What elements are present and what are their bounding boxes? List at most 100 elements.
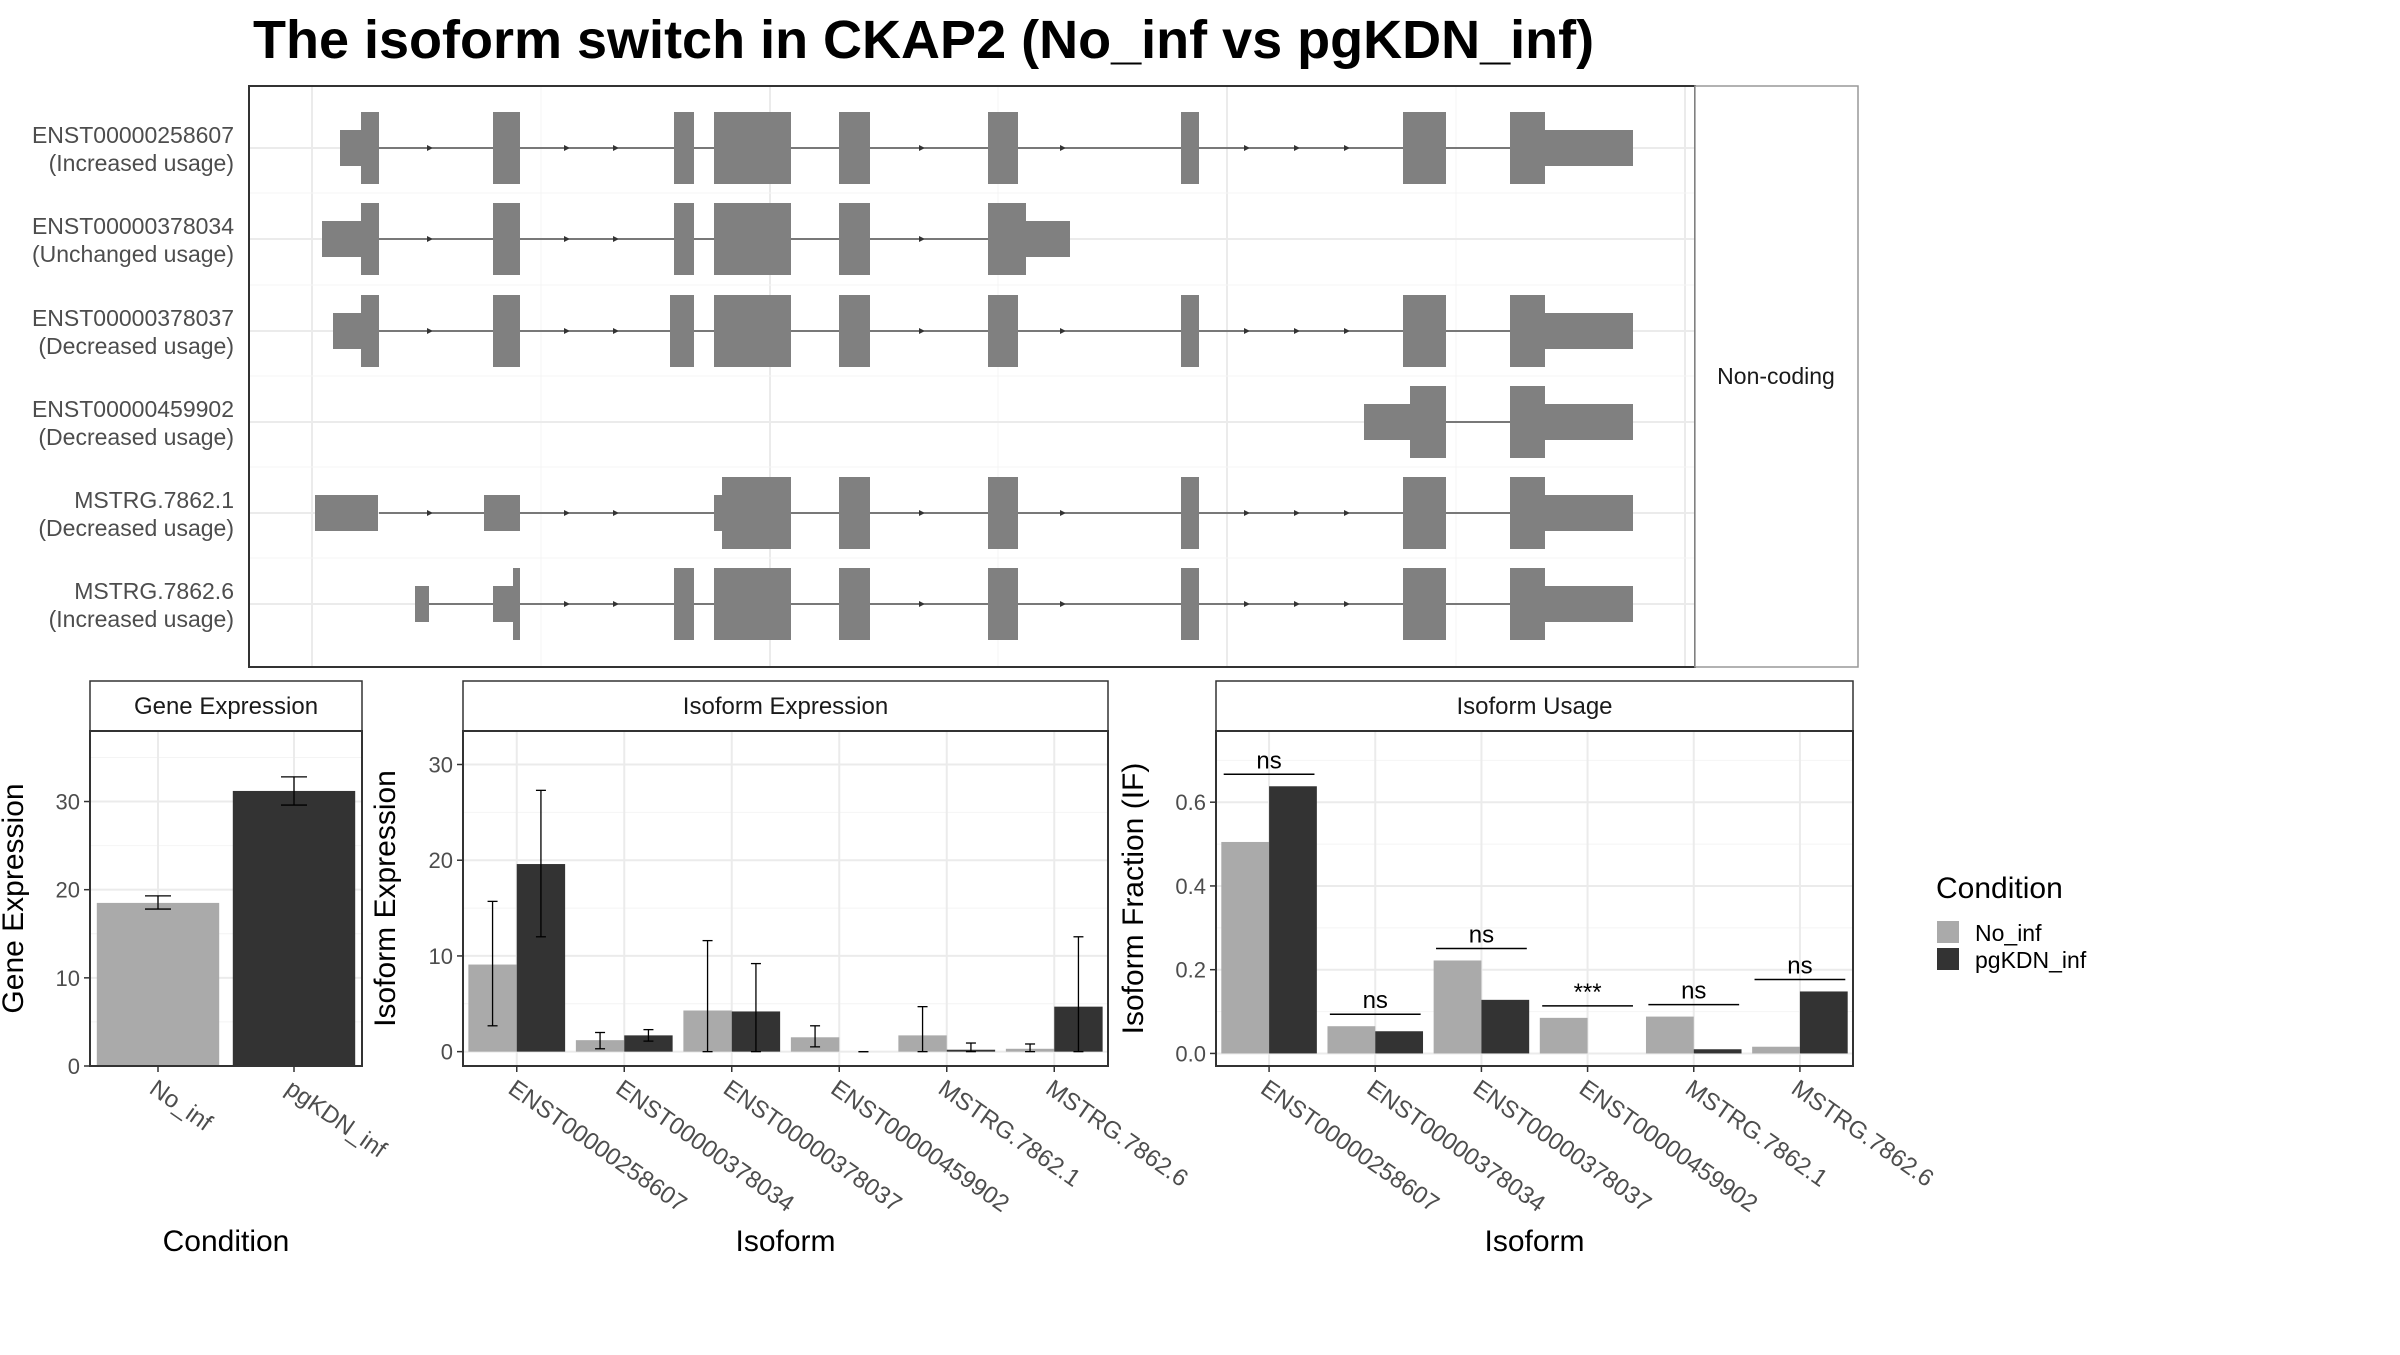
y-tick-label: 0.6 — [1175, 790, 1206, 815]
isoform-status-label: (Unchanged usage) — [32, 241, 234, 267]
y-tick-label: 30 — [56, 790, 80, 815]
isoform-status-label: (Increased usage) — [49, 150, 234, 176]
bar — [1327, 1026, 1376, 1054]
panel-background — [463, 731, 1108, 1066]
intron-arrow — [1244, 145, 1250, 151]
x-tick-label: ENST00000459902 — [826, 1075, 1014, 1218]
panel-background — [1216, 731, 1853, 1066]
intron-arrow — [1294, 145, 1300, 151]
legend-swatch-pgkdn-inf — [1937, 948, 1959, 970]
intron-arrow — [1060, 510, 1066, 516]
x-axis-title: Isoform — [1484, 1225, 1584, 1258]
transcript-models — [315, 112, 1633, 640]
x-axis-title: Condition — [163, 1225, 290, 1258]
intron-arrow — [1244, 510, 1250, 516]
x-tick-label: ENST00000258607 — [503, 1075, 691, 1218]
y-tick-label: 0.4 — [1175, 874, 1206, 899]
isoform-id-label: ENST00000258607 — [32, 122, 234, 148]
intron-arrow — [613, 510, 619, 516]
isoform-status-label: (Decreased usage) — [38, 424, 234, 450]
bar — [1752, 1046, 1800, 1054]
intron-arrow — [1060, 145, 1066, 151]
isoform-id-label: MSTRG.7862.1 — [74, 487, 234, 513]
transcript-model — [333, 295, 1633, 367]
intron-arrow — [427, 510, 433, 516]
legend-swatch-no-inf — [1937, 921, 1959, 943]
y-tick-label: 0 — [441, 1040, 453, 1065]
intron-arrow — [1344, 328, 1350, 334]
isoform-status-label: (Increased usage) — [49, 606, 234, 632]
y-tick-label: 20 — [56, 878, 80, 903]
bar — [1799, 991, 1848, 1054]
facet-strip — [89, 680, 363, 732]
bar — [1481, 999, 1530, 1054]
intron-arrow — [919, 236, 925, 242]
isoform-id-label: ENST00000459902 — [32, 396, 234, 422]
transcript-model — [415, 568, 1633, 640]
x-tick-label: No_inf — [145, 1075, 218, 1137]
intron-arrow — [564, 601, 570, 607]
y-tick-label: 0.2 — [1175, 958, 1206, 983]
panel-border — [89, 730, 363, 1067]
figure-title: The isoform switch in CKAP2 (No_inf vs p… — [253, 10, 1594, 70]
intron-arrow — [427, 145, 433, 151]
bar — [1539, 1017, 1588, 1054]
intron-arrow — [1294, 510, 1300, 516]
isoform-status-label: (Decreased usage) — [38, 333, 234, 359]
intron-arrow — [564, 145, 570, 151]
intron-arrow — [919, 328, 925, 334]
bar — [96, 902, 220, 1066]
y-axis-title: Isoform Fraction (IF) — [1117, 763, 1150, 1035]
bar — [1433, 960, 1482, 1054]
transcript-model — [340, 112, 1633, 184]
intron-arrow — [613, 601, 619, 607]
x-tick-label: ENST00000378037 — [718, 1075, 906, 1218]
significance-label: ns — [1469, 921, 1494, 948]
intron-arrow — [1244, 328, 1250, 334]
isoform-id-label: MSTRG.7862.6 — [74, 578, 234, 604]
y-axis-title: Isoform Expression — [369, 770, 402, 1027]
structure-facet-strip — [1694, 85, 1859, 668]
intron-arrow — [1344, 145, 1350, 151]
intron-arrow — [427, 236, 433, 242]
intron-arrow — [1060, 328, 1066, 334]
intron-arrow — [1244, 601, 1250, 607]
x-axis-title: Isoform — [735, 1225, 835, 1258]
significance-label: ns — [1681, 978, 1706, 1005]
isoform-row-labels: ENST00000258607 (Increased usage) ENST00… — [32, 122, 234, 632]
x-tick-label: ENST00000378037 — [1468, 1075, 1656, 1218]
significance-label: ns — [1256, 747, 1281, 774]
x-tick-label: ENST00000459902 — [1574, 1075, 1762, 1218]
transcript-model — [322, 203, 1070, 275]
facet-strip — [1215, 680, 1854, 732]
legend-label-pgkdn-inf: pgKDN_inf — [1975, 947, 2087, 973]
panel-border — [462, 730, 1109, 1067]
legend-title: Condition — [1936, 872, 2063, 905]
legend-label-no-inf: No_inf — [1975, 920, 2042, 946]
facet-strip — [462, 680, 1109, 732]
isoform-usage-chart: Isoform Usage ns ns ns *** ns ns 0.0 0.2 0.4 0.6 EN… — [1117, 680, 1939, 1258]
significance-label: *** — [1574, 979, 1602, 1006]
intron-arrow — [613, 145, 619, 151]
intron-arrow — [564, 510, 570, 516]
transcript-model — [315, 477, 1633, 549]
facet-title: Gene Expression — [134, 693, 318, 720]
x-tick-label: ENST00000258607 — [1256, 1075, 1444, 1218]
y-axis-title: Gene Expression — [0, 783, 30, 1013]
y-tick-label: 30 — [429, 753, 453, 778]
bar — [1375, 1031, 1424, 1054]
intron-arrow — [1060, 601, 1066, 607]
intron-direction-arrows — [427, 145, 1350, 607]
x-tick-label: ENST00000378034 — [611, 1075, 799, 1218]
intron-arrow — [427, 328, 433, 334]
bar — [232, 790, 356, 1066]
bar — [1693, 1049, 1742, 1054]
transcript-structure-panel: Non-coding ENST00000258607 (Increased us… — [32, 85, 1859, 668]
y-tick-label: 10 — [56, 966, 80, 991]
intron-arrow — [1344, 510, 1350, 516]
intron-arrow — [919, 601, 925, 607]
intron-arrow — [564, 236, 570, 242]
intron-arrow — [613, 328, 619, 334]
